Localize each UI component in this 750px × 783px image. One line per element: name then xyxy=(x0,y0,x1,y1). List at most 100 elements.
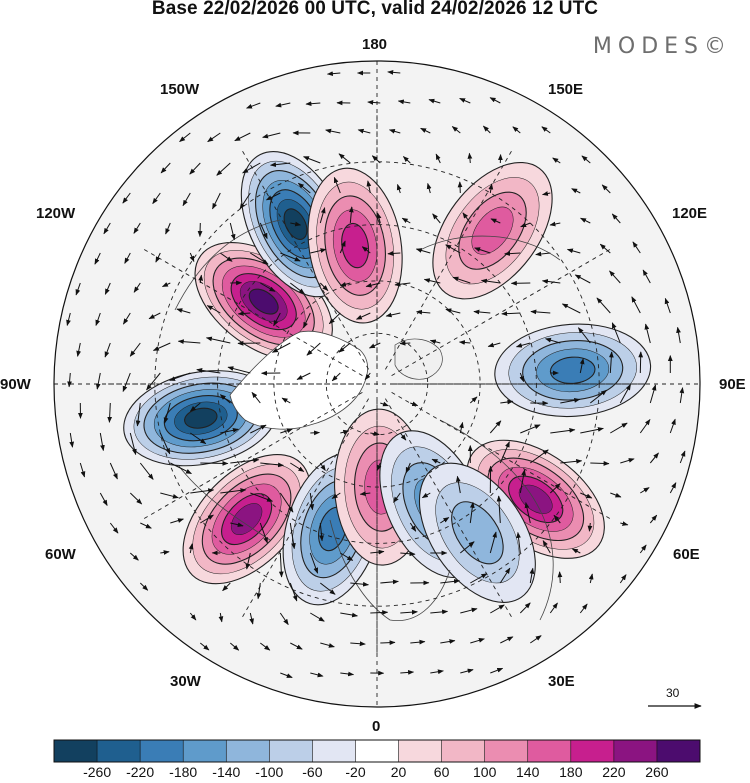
wind-arrow xyxy=(608,351,614,374)
colorbar-tick-label: 260 xyxy=(645,764,669,780)
wind-arrow xyxy=(676,326,681,344)
wind-arrow xyxy=(339,240,346,254)
wind-arrow xyxy=(367,100,381,105)
wind-arrow xyxy=(212,192,221,210)
wind-arrow xyxy=(259,642,271,651)
wind-arrow xyxy=(474,247,491,254)
wind-arrow xyxy=(165,222,171,235)
wind-arrow xyxy=(160,162,171,174)
wind-arrow xyxy=(541,279,561,284)
wind-arrow xyxy=(574,274,591,284)
wind-arrow xyxy=(488,183,494,194)
wind-arrow xyxy=(596,297,611,314)
colorbar-frame xyxy=(53,739,701,763)
brand-logo: MODES© xyxy=(592,34,732,59)
wind-arrow xyxy=(470,573,488,584)
wind-arrow xyxy=(610,492,622,498)
wind-arrow xyxy=(129,552,139,561)
lon-label-90e: 90E xyxy=(719,376,746,393)
wind-arrow xyxy=(552,157,561,164)
wind-arrow xyxy=(368,342,381,349)
wind-arrow xyxy=(176,308,191,314)
wind-arrow xyxy=(129,342,141,357)
wind-arrow xyxy=(519,372,525,383)
wind-arrow xyxy=(103,222,111,235)
wind-arrow xyxy=(516,531,521,554)
wind-arrow xyxy=(350,581,369,587)
wind-arrow xyxy=(159,432,171,455)
wind-arrow xyxy=(580,492,593,499)
wind-arrow xyxy=(571,548,581,554)
wind-arrow xyxy=(306,342,321,356)
wind-arrow xyxy=(140,522,152,529)
wind-arrow xyxy=(599,243,611,254)
meridian-line xyxy=(391,248,611,376)
positive-center-60w xyxy=(182,453,311,585)
wind-arrow xyxy=(220,252,233,262)
wind-arrow xyxy=(578,327,591,344)
wind-arrow xyxy=(104,342,111,358)
wind-arrow xyxy=(229,642,240,651)
wind-arrow xyxy=(190,432,207,445)
wind-arrow xyxy=(620,521,629,526)
wind-arrow xyxy=(280,252,301,262)
wind-arrow xyxy=(278,552,284,578)
wind-arrow xyxy=(99,492,108,507)
wind-arrow xyxy=(619,384,631,404)
wind-arrow xyxy=(430,609,449,615)
wind-arrow xyxy=(152,192,161,205)
wind-arrow xyxy=(179,132,191,142)
wind-arrow xyxy=(370,610,389,615)
wind-arrow xyxy=(309,492,315,511)
wind-arrow xyxy=(218,612,224,623)
wind-arrow xyxy=(640,487,650,494)
wind-arrow xyxy=(631,296,641,314)
wind-arrow xyxy=(320,642,335,648)
wind-arrow xyxy=(230,522,244,528)
wind-arrow xyxy=(530,449,549,464)
wind-arrow xyxy=(109,462,118,480)
wind-arrow xyxy=(496,495,502,524)
wind-arrow xyxy=(262,132,281,139)
meridian-line xyxy=(143,248,363,376)
wind-arrow xyxy=(445,244,461,254)
wind-arrow xyxy=(297,182,311,194)
wind-arrow xyxy=(290,462,305,472)
wind-arrow xyxy=(319,582,336,595)
wind-arrow xyxy=(348,206,354,224)
wind-arrow xyxy=(529,567,535,584)
meridian-line xyxy=(391,392,611,520)
wind-arrow xyxy=(501,311,521,317)
wind-arrow xyxy=(410,401,419,407)
wind-arrow xyxy=(146,372,161,391)
wind-arrow xyxy=(222,582,231,592)
wind-arrow xyxy=(310,672,324,678)
wind-arrow xyxy=(490,604,505,614)
colorbar-swatch xyxy=(441,740,485,762)
wind-arrow xyxy=(99,432,105,452)
wind-arrow xyxy=(416,309,431,315)
wind-arrow xyxy=(420,127,431,134)
wind-arrow xyxy=(473,309,491,315)
wind-arrow xyxy=(499,441,510,464)
wind-arrow xyxy=(220,488,247,494)
wind-arrow xyxy=(182,192,191,207)
wind-arrow xyxy=(385,312,401,318)
colorbar-tick-label: -100 xyxy=(255,764,284,780)
wind-arrow xyxy=(545,337,561,344)
wind-arrow xyxy=(275,102,291,108)
wind-arrow xyxy=(504,251,521,256)
wind-arrow xyxy=(638,351,644,374)
wind-arrow xyxy=(421,492,431,499)
wind-arrow xyxy=(549,483,561,494)
wind-arrow xyxy=(440,639,456,644)
wind-arrow xyxy=(331,492,341,499)
colorbar-swatch xyxy=(54,740,98,762)
wind-arrow xyxy=(94,252,101,265)
wind-arrow xyxy=(459,541,475,554)
wind-arrow xyxy=(169,372,191,381)
wind-arrow xyxy=(271,342,291,353)
colorbar-swatch xyxy=(140,740,184,762)
wind-arrow xyxy=(440,578,460,584)
wind-arrow xyxy=(148,312,161,320)
